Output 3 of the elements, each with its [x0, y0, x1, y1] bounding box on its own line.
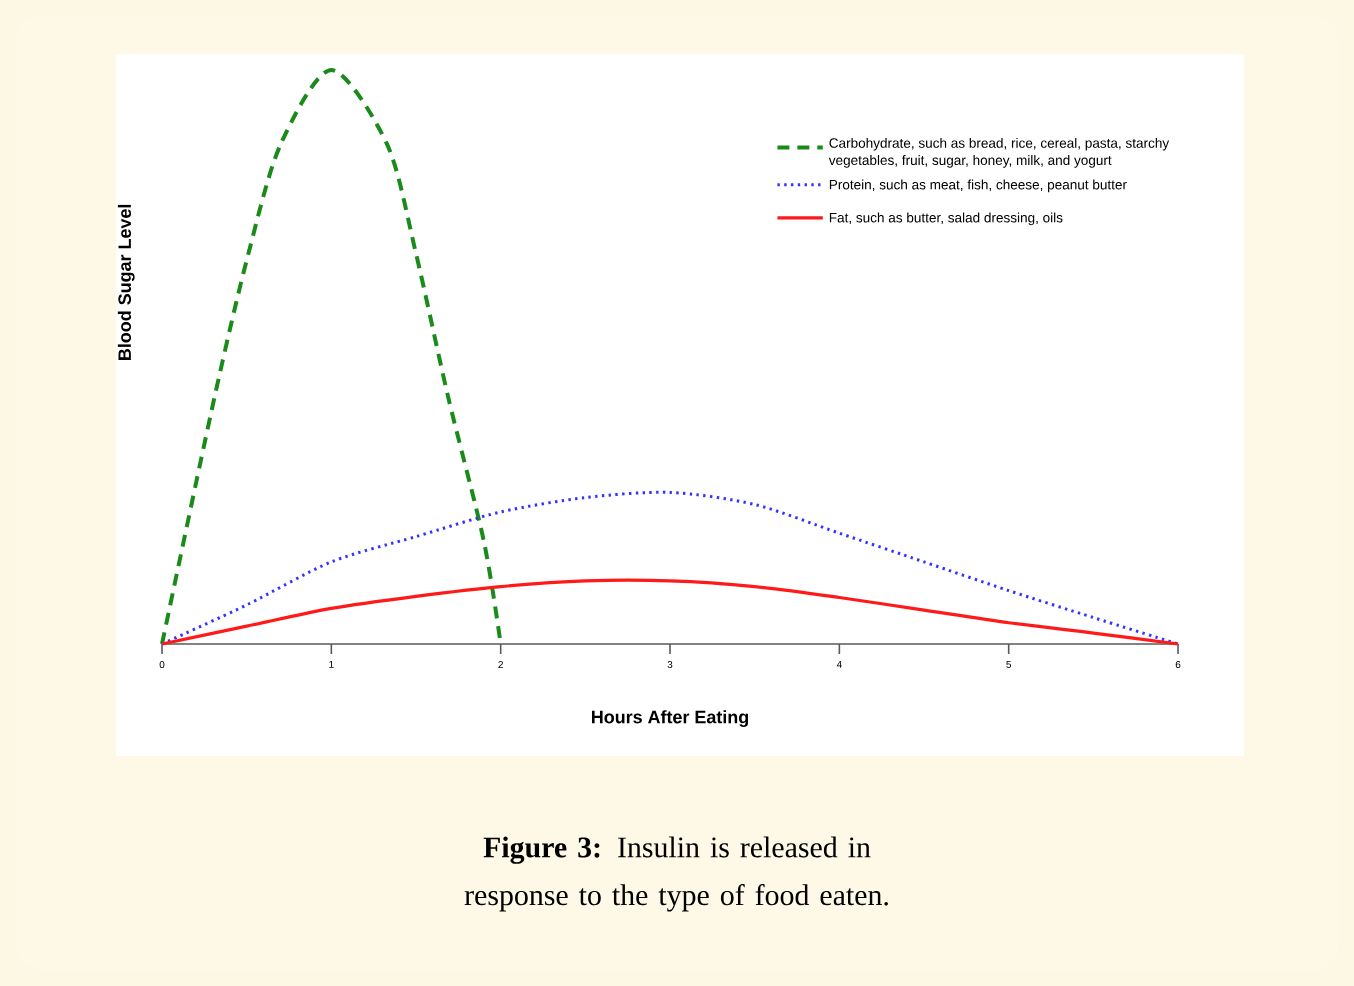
x-axis-title: Hours After Eating: [591, 710, 748, 727]
y-axis-title: Blood Sugar Level: [117, 204, 135, 360]
text: Figure 3: Insulin is released in response to the type of food eaten.: [464, 836, 888, 912]
